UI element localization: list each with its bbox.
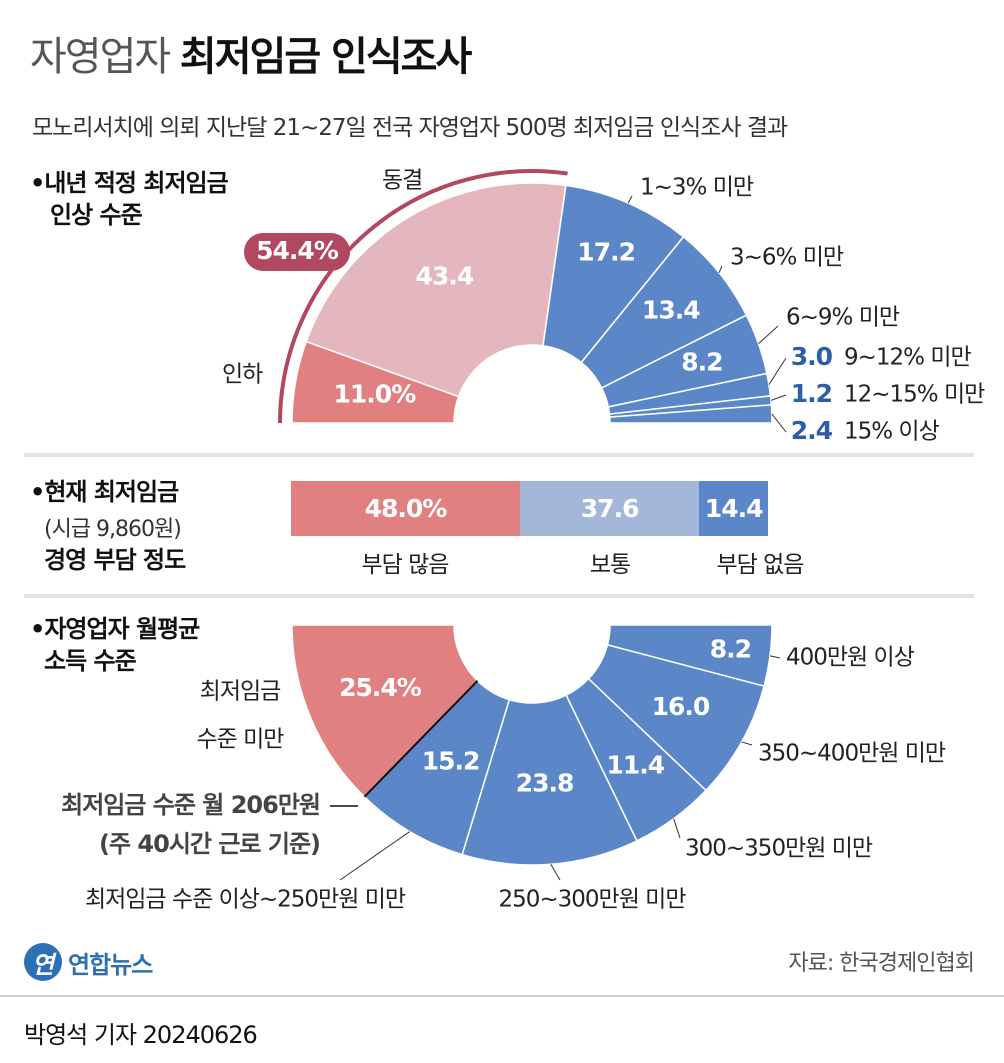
yonhap-logo-mark: 연 <box>24 943 62 981</box>
income-minwage-note-1: 최저임금 수준 월 206만원 <box>61 791 320 819</box>
rate-slice-value-3: 13.4 <box>642 296 700 325</box>
burden-label-low: 부담 없음 <box>716 552 805 578</box>
rate-label-3: 3~6% 미만 <box>730 245 844 271</box>
income-label-2: 300~350만원 미만 <box>685 836 873 862</box>
rate-slice-2 <box>542 184 685 364</box>
income-leader-1 <box>741 741 753 746</box>
section2-title-line3: 경영 부담 정도 <box>44 546 186 574</box>
income-label-4: 최저임금 수준 이상~250만원 미만 <box>85 887 406 913</box>
income-slice-value-4: 15.2 <box>422 747 480 776</box>
burden-bar-value-high: 48.0% <box>364 494 448 523</box>
footer-divider <box>0 995 1004 997</box>
rate-leader-3 <box>718 265 723 273</box>
rate-slice-value-7: 2.4 <box>791 416 833 445</box>
rate-slice-7 <box>608 404 773 424</box>
rate-label-6: 12~15% 미만 <box>844 382 985 408</box>
section3-title-line1: •자영업자 월평균 <box>30 615 200 643</box>
income-label-5-line1: 최저임금 <box>200 679 281 705</box>
income-label-0: 400만원 이상 <box>786 645 915 671</box>
section3-title-line2: 소득 수준 <box>44 647 137 675</box>
section1-title-line1: •내년 적정 최저임금 <box>30 169 229 197</box>
burden-bar-segment-normal: 37.6 <box>519 481 700 536</box>
burden-label-high: 부담 많음 <box>361 552 450 578</box>
income-slice-value-1: 16.0 <box>652 692 710 721</box>
section1-title-line2: 인상 수준 <box>50 201 143 229</box>
byline: 박영석 기자 20240626 <box>24 1021 258 1049</box>
rate-slice-value-5: 3.0 <box>791 342 833 371</box>
rate-label-2: 1~3% 미만 <box>640 175 754 201</box>
rate-label-5: 9~12% 미만 <box>844 345 971 371</box>
rate-slice-value-1: 43.4 <box>416 261 474 290</box>
title-bold: 최저임금 인식조사 <box>179 34 472 80</box>
income-slice-value-2: 11.4 <box>606 750 664 779</box>
rate-label-4: 6~9% 미만 <box>786 305 900 331</box>
rate-label-7: 15% 이상 <box>844 419 940 445</box>
divider-1 <box>24 453 974 457</box>
rate-total-pill <box>244 233 350 271</box>
section2-title-note: (시급 9,860원) <box>44 517 182 542</box>
burden-bar-value-normal: 37.6 <box>580 494 640 523</box>
yonhap-logo: 연 연합뉴스 <box>24 943 153 981</box>
donut-charts: 11.0% 43.4 17.213.4 8.2 인하 동결 1~3% 미만 3~6% 미만 6~… <box>61 168 986 913</box>
burden-bar-segment-low: 14.4 <box>699 481 768 536</box>
rate-leader-6 <box>770 394 787 401</box>
page-title: 자영업자 최저임금 인식조사 <box>30 24 472 82</box>
rate-leader-4 <box>758 325 779 345</box>
income-slice-5 <box>291 624 479 798</box>
section2-title-line1: •현재 최저임금 <box>30 478 179 506</box>
burden-label-normal: 보통 <box>589 552 631 578</box>
income-minwage-line <box>363 680 479 798</box>
rate-leader-7 <box>771 413 787 433</box>
income-label-3: 250~300만원 미만 <box>498 887 686 913</box>
rate-slice-value-0: 11.0% <box>334 379 417 408</box>
income-leader-2 <box>673 818 681 839</box>
page-subtitle: 모노리서치에 의뢰 지난달 21~27일 전국 자영업자 500명 최저임금 인… <box>32 115 788 141</box>
income-slice-value-3: 23.8 <box>516 769 574 798</box>
rate-slice-value-4: 8.2 <box>681 348 722 377</box>
income-slice-value-0: 8.2 <box>710 635 751 664</box>
income-slice-value-5: 25.4% <box>339 673 422 702</box>
rate-slice-value-2: 17.2 <box>577 238 635 267</box>
divider-2 <box>24 594 974 598</box>
rate-total-value: 54.4% <box>256 236 339 265</box>
rate-leader-5 <box>768 357 787 385</box>
income-minwage-note-2: (주 40시간 근로 기준) <box>99 830 320 858</box>
rate-leader-2 <box>627 195 633 204</box>
rate-slice-1 <box>305 182 567 398</box>
yonhap-logo-text: 연합뉴스 <box>68 950 153 979</box>
burden-bar-value-low: 14.4 <box>704 494 764 523</box>
income-leader-3 <box>550 864 561 881</box>
burden-bar-segment-high: 48.0% <box>291 481 520 536</box>
income-label-5-line2: 수준 미만 <box>197 727 285 753</box>
rate-slice-value-6: 1.2 <box>791 379 832 408</box>
income-label-1: 350~400만원 미만 <box>758 741 946 767</box>
income-leader-4 <box>339 831 411 881</box>
income-leader-0 <box>769 655 781 659</box>
income-slice-3 <box>461 694 638 866</box>
rate-label-0: 인하 <box>222 362 263 388</box>
title-light: 자영업자 <box>30 34 171 80</box>
source-note: 자료: 한국경제인협회 <box>788 951 975 976</box>
rate-label-1: 동결 <box>382 168 422 194</box>
rate-bracket-arc <box>278 169 568 424</box>
